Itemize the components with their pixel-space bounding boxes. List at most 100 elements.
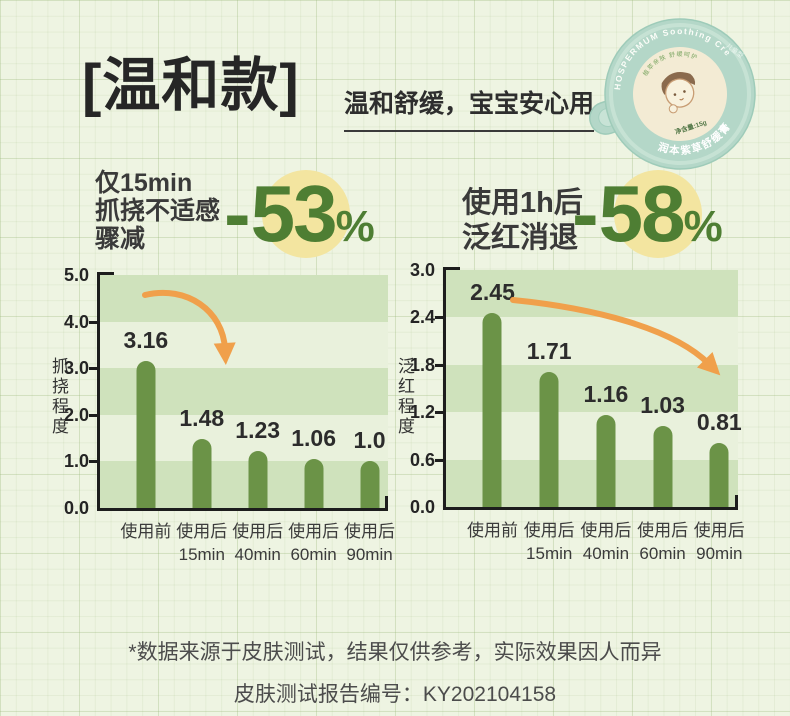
- disclaimer-text: *数据来源于皮肤测试，结果仅供参考，实际效果因人而异: [128, 641, 662, 664]
- x-tick-line: 15min: [178, 545, 225, 564]
- page-title: [温和款]: [82, 53, 300, 118]
- bar-3: [304, 458, 324, 508]
- x-tick-line: 使用后: [288, 522, 340, 541]
- stat-line: 骤减: [95, 225, 146, 253]
- percent-sign: %: [683, 202, 723, 251]
- y-tick-label: 0.0: [63, 498, 89, 518]
- x-tick-label: 使用后 15min: [176, 520, 227, 566]
- minus-sign: -: [224, 169, 251, 258]
- y-tick-label: 1.0: [63, 451, 89, 472]
- plot-area: 3.0 2.4 1.8 1.2 0.6 0.0 2.45 使用前 1.71 使用后 15min 1.1…: [410, 260, 745, 563]
- stat-headline-redness: 使用1h后 泛红消退: [462, 186, 583, 256]
- y-tick-label: 5.0: [63, 265, 89, 285]
- x-tick-line: 使用后: [176, 522, 228, 541]
- percent-sign: %: [335, 202, 375, 251]
- chart-scratch-level: 抓挠程度 5.0 4.0 3.0 2.0 1.0 0.0 3.16 使用前 1.48 使用后 15m…: [40, 262, 415, 574]
- bar-value-label: 1.71: [526, 337, 572, 364]
- x-tick-line: 60min: [290, 545, 337, 564]
- stat-headline-scratch: 仅15min 抓挠不适感 骤减: [95, 169, 220, 253]
- x-tick-label: 使用后 60min: [288, 520, 339, 566]
- product-tin: RUNBEN LITHOSPERMUM Soothing Cream 植萃亲肤 …: [578, 8, 756, 170]
- y-tick-label: 3.0: [409, 260, 435, 280]
- bar-value-label: 0.81: [696, 409, 742, 436]
- bar-2: [596, 415, 616, 507]
- x-tick-line: 使用后: [637, 521, 689, 540]
- y-tick-mark: [89, 320, 97, 324]
- bar-value-label: 1.06: [291, 424, 336, 451]
- stat-line: 仅15min: [95, 169, 193, 197]
- y-tick-label: 1.8: [409, 354, 435, 375]
- bar-2: [248, 450, 268, 508]
- bar-0: [136, 360, 156, 508]
- x-tick-line: 使用前: [466, 521, 518, 540]
- y-tick-mark: [435, 363, 443, 367]
- bar-value-label: 1.48: [179, 405, 225, 432]
- x-tick-label: 使用后 40min: [232, 520, 283, 566]
- stat-line: 使用1h后: [462, 187, 583, 219]
- highlight-circle: [614, 170, 702, 258]
- x-tick-line: 60min: [639, 544, 686, 563]
- bar-4: [360, 461, 380, 508]
- y-axis-title: 抓挠程度: [49, 357, 68, 437]
- bar-value-label: 1.16: [583, 381, 629, 408]
- bar-0: [482, 313, 502, 507]
- bar-value-label: 1.0: [353, 427, 386, 454]
- x-tick-line: 使用后: [580, 521, 632, 540]
- stat-number: 53: [250, 169, 338, 258]
- stat-line: 泛红消退: [462, 222, 579, 254]
- y-tick-label: 0.0: [409, 497, 435, 517]
- bar-value-label: 3.16: [123, 326, 169, 353]
- x-tick-label: 使用后 40min: [580, 519, 631, 565]
- y-tick-label: 1.2: [409, 402, 435, 423]
- y-tick-mark: [435, 316, 443, 320]
- x-tick-line: 使用后: [344, 522, 396, 541]
- minus-sign: -: [572, 169, 599, 258]
- x-tick-line: 使用前: [120, 522, 172, 541]
- x-tick-line: 90min: [346, 545, 393, 564]
- stat-value-redness: - 58 %: [572, 168, 723, 260]
- tin-rim: [609, 23, 751, 165]
- highlight-circle: [262, 170, 350, 258]
- x-tick-label: 使用前: [120, 520, 171, 543]
- footer: *数据来源于皮肤测试，结果仅供参考，实际效果因人而异 皮肤测试报告编号：KY20…: [0, 636, 790, 708]
- y-tick-mark: [89, 413, 97, 417]
- bar-1: [192, 439, 212, 508]
- y-tick-label: 3.0: [63, 358, 89, 379]
- x-tick-label: 使用后 60min: [637, 519, 688, 565]
- bar-3: [653, 425, 673, 507]
- y-tick-mark: [89, 367, 97, 371]
- bar-value-label: 1.23: [235, 416, 281, 443]
- bar-4: [709, 443, 729, 507]
- y-tick-label: 2.0: [63, 404, 89, 425]
- report-number: 皮肤测试报告编号：KY202104158: [233, 683, 557, 706]
- x-tick-line: 90min: [696, 544, 743, 563]
- x-tick-line: 使用后: [523, 521, 575, 540]
- y-tick-label: 4.0: [63, 311, 89, 332]
- y-axis-title: 泛红程度: [395, 357, 414, 437]
- y-tick-mark: [435, 458, 443, 462]
- y-tick-mark: [435, 411, 443, 415]
- x-tick-line: 15min: [526, 544, 573, 563]
- baby-illustration: [661, 71, 696, 114]
- x-tick-line: 使用后: [693, 521, 745, 540]
- x-tick-label: 使用后 90min: [694, 519, 745, 565]
- bar-value-label: 1.03: [640, 391, 685, 418]
- plot-band: [100, 275, 388, 322]
- plot-area: 5.0 4.0 3.0 2.0 1.0 0.0 3.16 使用前 1.48 使用后 15min 1.2…: [64, 265, 395, 564]
- bar-1: [539, 371, 559, 507]
- bar-value-label: 2.45: [470, 279, 515, 306]
- chart-redness-level: 泛红程度 3.0 2.4 1.8 1.2 0.6 0.0 2.45 使用前 1.71 使用后 15m…: [386, 260, 761, 574]
- stat-value-scratch: - 53 %: [224, 168, 375, 260]
- stat-line: 抓挠不适感: [95, 197, 221, 225]
- y-tick-label: 2.4: [409, 307, 435, 328]
- x-tick-line: 40min: [582, 544, 630, 563]
- y-tick-label: 0.6: [409, 449, 435, 470]
- x-tick-label: 使用后 15min: [524, 519, 575, 565]
- y-tick-mark: [89, 460, 97, 464]
- stat-number: 58: [598, 169, 686, 258]
- x-tick-label: 使用前: [467, 519, 518, 542]
- x-tick-line: 40min: [234, 545, 281, 564]
- x-tick-label: 使用后 90min: [344, 520, 395, 566]
- page-subtitle: 温和舒缓，宝宝安心用: [344, 84, 595, 132]
